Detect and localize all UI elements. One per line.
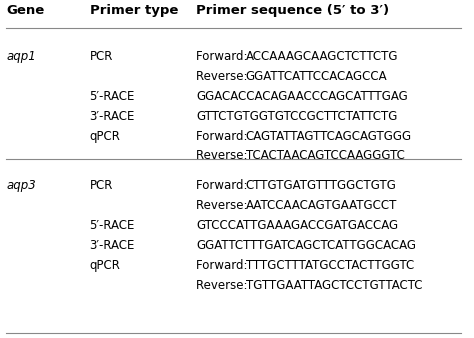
Text: Gene: Gene — [6, 4, 44, 17]
Text: Reverse:: Reverse: — [196, 199, 252, 212]
Text: Primer type: Primer type — [90, 4, 178, 17]
Text: PCR: PCR — [90, 179, 113, 192]
Text: CAGTATTAGTTCAGCAGTGGG: CAGTATTAGTTCAGCAGTGGG — [246, 130, 412, 143]
Text: Forward:: Forward: — [196, 130, 252, 143]
Text: GTCCCATTGAAAGACCGATGACCAG: GTCCCATTGAAAGACCGATGACCAG — [196, 219, 399, 232]
Text: 3′-RACE: 3′-RACE — [90, 110, 135, 123]
Text: aqp3: aqp3 — [6, 179, 36, 192]
Text: Forward:: Forward: — [196, 50, 252, 63]
Text: Reverse:: Reverse: — [196, 148, 252, 162]
Text: PCR: PCR — [90, 50, 113, 63]
Text: ACCAAAGCAAGCTCTTCTG: ACCAAAGCAAGCTCTTCTG — [246, 50, 398, 63]
Text: GGACACCACAGAACCCAGCATTTGAG: GGACACCACAGAACCCAGCATTTGAG — [196, 90, 408, 103]
Text: qPCR: qPCR — [90, 130, 120, 143]
Text: TCACTAACAGTCCAAGGGTC: TCACTAACAGTCCAAGGGTC — [246, 148, 404, 162]
Text: 5′-RACE: 5′-RACE — [90, 90, 135, 103]
Text: AATCCAACAGTGAATGCCT: AATCCAACAGTGAATGCCT — [246, 199, 397, 212]
Text: TTTGCTTTATGCCTACTTGGTC: TTTGCTTTATGCCTACTTGGTC — [246, 259, 414, 272]
Text: Forward:: Forward: — [196, 179, 252, 192]
Text: GGATTCATTCCACAGCCA: GGATTCATTCCACAGCCA — [246, 70, 387, 83]
Text: Reverse:: Reverse: — [196, 70, 252, 83]
Text: Forward:: Forward: — [196, 259, 252, 272]
Text: Reverse:: Reverse: — [196, 279, 252, 292]
Text: GGATTCTTTGATCAGCTCATTGGCACAG: GGATTCTTTGATCAGCTCATTGGCACAG — [196, 239, 416, 252]
Text: 3′-RACE: 3′-RACE — [90, 239, 135, 252]
Text: qPCR: qPCR — [90, 259, 120, 272]
Text: Primer sequence (5′ to 3′): Primer sequence (5′ to 3′) — [196, 4, 390, 17]
Text: TGTTGAATTAGCTCCTGTTACTC: TGTTGAATTAGCTCCTGTTACTC — [246, 279, 422, 292]
Text: GTTCTGTGGTGTCCGCTTCTATTCTG: GTTCTGTGGTGTCCGCTTCTATTCTG — [196, 110, 398, 123]
Text: aqp1: aqp1 — [6, 50, 36, 63]
Text: 5′-RACE: 5′-RACE — [90, 219, 135, 232]
Text: CTTGTGATGTTTGGCTGTG: CTTGTGATGTTTGGCTGTG — [246, 179, 396, 192]
